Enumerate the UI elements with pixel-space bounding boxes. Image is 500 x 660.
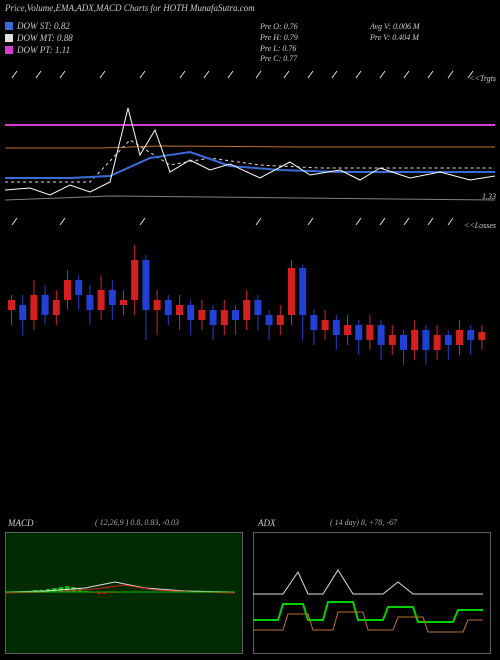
adx-panel <box>253 532 491 654</box>
macd-meta: ( 12,26,9 ) 0.8, 0.83, -0.03 <box>95 518 179 527</box>
adx-meta: ( 14 day) 8, +78, -67 <box>330 518 397 527</box>
adx-title: ADX <box>258 518 276 528</box>
main-chart <box>0 0 500 520</box>
macd-title: MACD <box>8 518 34 528</box>
macd-panel <box>5 532 243 654</box>
